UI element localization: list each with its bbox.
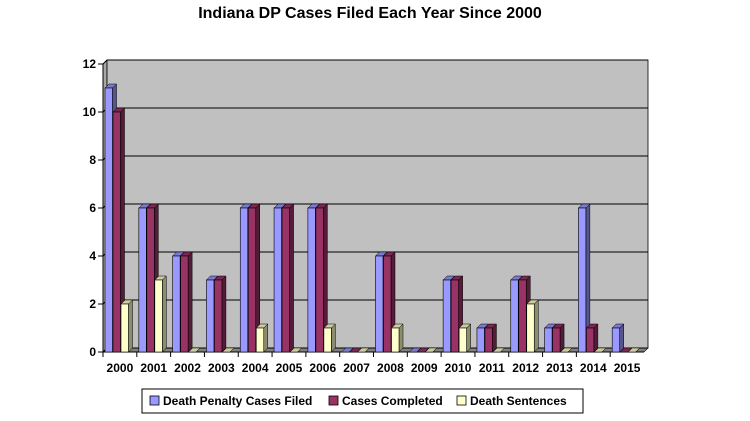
bar-cases-completed-2000 [112,107,126,353]
x-tick-label: 2012 [512,361,539,375]
bar-cases-completed-2009 [416,347,430,353]
bar-cases-completed-2007 [349,347,362,353]
legend-entry-cases-completed: Cases Completed [328,394,443,408]
legend-entry-death-penalty-cases-filed: Death Penalty Cases Filed [149,394,312,408]
bar-death-penalty-cases-filed-2014 [577,203,591,353]
bar-death-penalty-cases-filed-2009 [408,347,422,353]
bar-death-sentences-2001 [154,275,167,353]
bar-cases-completed-2003 [213,275,227,353]
legend-box [141,388,584,414]
bar-death-penalty-cases-filed-2007 [341,347,354,353]
bar-death-sentences-2000 [120,299,134,353]
plot-area: 0 2 4 6 8 10 12 2000 2001 2002 2003 2004 2005 2006 200… [83,57,649,375]
legend-swatch [328,395,339,406]
y-tick-label: 6 [89,201,96,215]
y-tick-label: 12 [83,57,97,71]
bar-death-sentences-2007 [357,347,370,353]
y-tick-label: 2 [89,297,96,311]
bar-cases-completed-2013 [551,323,565,353]
legend-label: Death Penalty Cases Filed [163,394,312,408]
legend-label: Death Sentences [470,394,567,408]
legend-swatch [149,395,160,406]
bar-death-sentences-2008 [390,323,404,353]
x-tick-label: 2007 [343,361,370,375]
bar-death-sentences-2012 [526,299,539,353]
x-tick-label: 2014 [580,361,607,375]
x-tick-label: 2002 [174,361,201,375]
x-tick-label: 2013 [546,361,573,375]
bar-death-sentences-2006 [323,323,336,353]
bar-death-sentences-2013 [559,347,573,353]
x-tick-label: 2003 [208,361,235,375]
x-tick-label: 2001 [140,361,167,375]
bar-death-sentences-2004 [255,323,269,353]
bar-cases-completed-2015 [619,347,633,353]
bar-death-sentences-2005 [289,347,303,353]
bar-cases-completed-2014 [585,323,599,353]
legend-entry-death-sentences: Death Sentences [456,394,567,408]
bar-cases-completed-2002 [180,251,193,353]
bar-death-sentences-2009 [424,347,438,353]
x-tick-label: 2005 [276,361,303,375]
bar-death-sentences-2011 [492,347,506,353]
gridline-side [102,59,108,65]
bar-death-sentences-2015 [627,347,641,353]
x-tick-label: 2015 [614,361,641,375]
y-tick-label: 8 [89,153,96,167]
bar-death-sentences-2002 [188,347,201,353]
x-tick-label: 2011 [479,361,505,375]
legend: Death Penalty Cases Filed Cases Completed… [141,388,584,414]
x-tick-label: 2000 [107,361,134,375]
legend-swatch [456,395,467,406]
chart-title: Indiana DP Cases Filed Each Year Since 2… [198,5,542,22]
legend-label: Cases Completed [342,394,443,408]
bar-cases-completed-2005 [281,203,295,353]
x-tick-label: 2009 [411,361,438,375]
x-tick-label: 2008 [377,361,404,375]
bar-death-sentences-2003 [221,347,235,353]
bar-cases-completed-2006 [315,203,328,353]
y-tick-label: 10 [83,105,97,119]
x-tick-label: 2010 [445,361,472,375]
bar-cases-completed-2011 [484,323,498,353]
bar-death-sentences-2014 [593,347,607,353]
bar-death-penalty-cases-filed-2015 [611,323,625,353]
x-tick-label: 2006 [309,361,336,375]
y-tick-label: 0 [89,345,96,359]
y-tick-label: 4 [89,249,96,263]
bar-death-sentences-2010 [458,323,472,353]
x-tick-label: 2004 [242,361,269,375]
